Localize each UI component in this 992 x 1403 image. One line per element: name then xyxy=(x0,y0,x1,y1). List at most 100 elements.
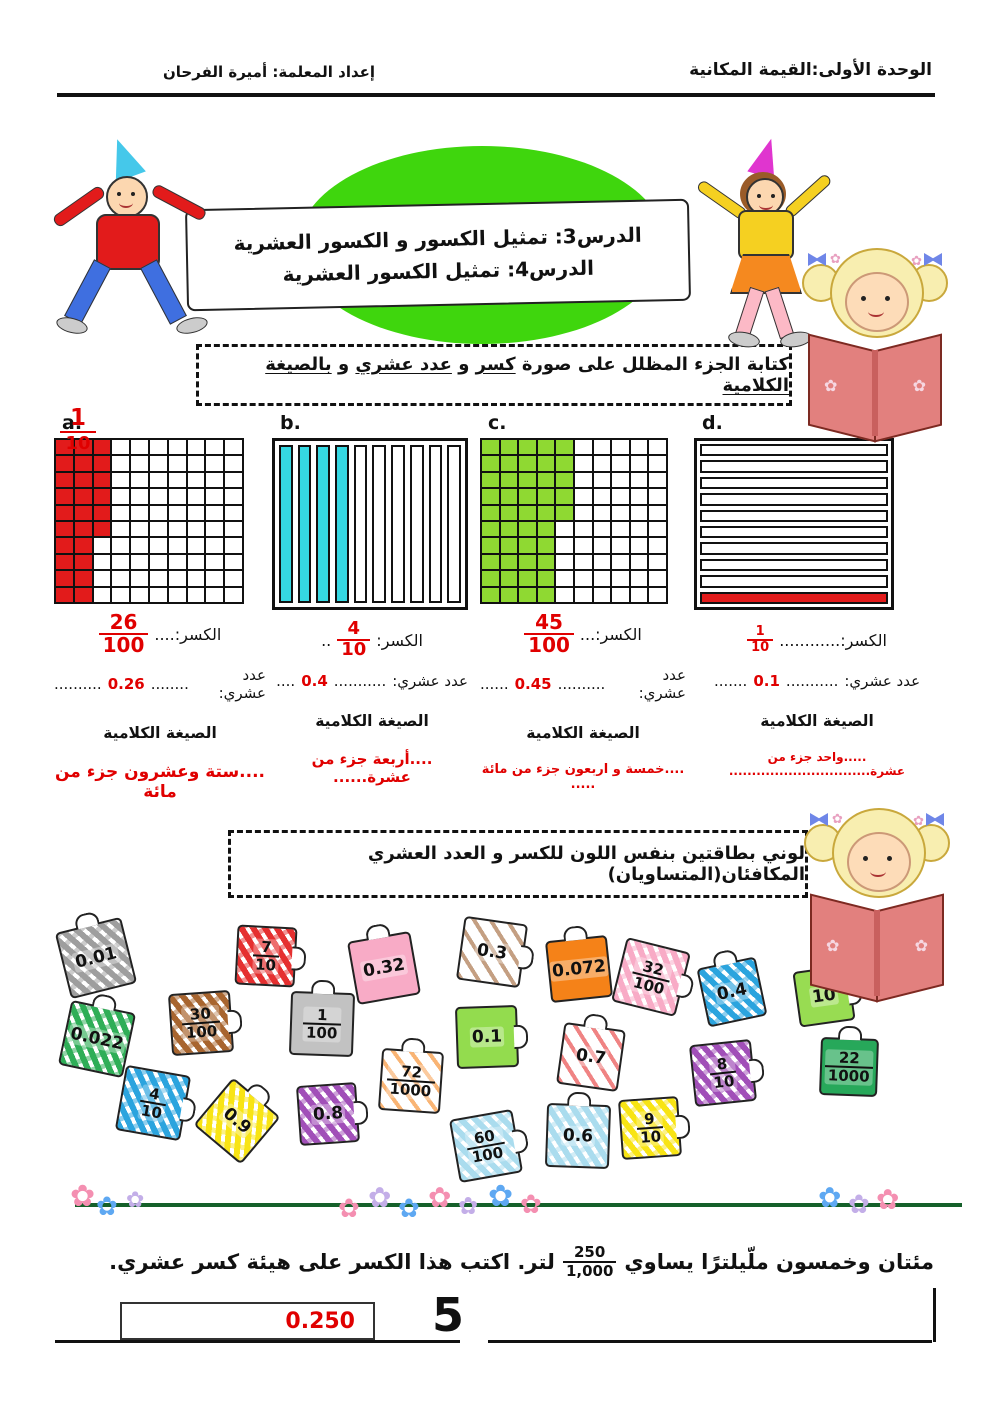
grid-cell xyxy=(112,440,130,455)
grid-cell xyxy=(112,472,130,488)
hair-bow-icon xyxy=(926,813,944,826)
puzzle-piece-4-10[interactable]: 4 10 xyxy=(114,1064,198,1142)
grid-cell xyxy=(74,505,92,520)
decimal-answer-row[interactable]: عدد عشري:.......... 0.45...... xyxy=(480,666,686,702)
instruction-text: و xyxy=(331,354,356,375)
grid-cell xyxy=(612,456,629,471)
tenths-strips-horizontal xyxy=(694,438,894,610)
grid-cell xyxy=(575,554,592,570)
piece-fraction-denominator: 100 xyxy=(628,971,670,999)
puzzle-tab xyxy=(311,979,336,995)
puzzle-piece-9-10[interactable]: 9 10 xyxy=(617,1095,691,1161)
grid-cell xyxy=(131,472,148,488)
grid-cell xyxy=(537,554,555,570)
puzzle-piece-04[interactable]: 0.4 xyxy=(696,948,768,1028)
puzzle-piece-08[interactable]: 0.8 xyxy=(295,1081,369,1147)
puzzle-piece-1-100[interactable]: 1 100 xyxy=(288,979,356,1058)
flower-icon: ✿ xyxy=(876,1183,900,1216)
grid-cell xyxy=(149,440,167,455)
puzzle-piece-001[interactable]: 0.01 xyxy=(54,910,138,1000)
grid-cell xyxy=(630,571,648,586)
puzzle-piece-0022[interactable]: 0.022 xyxy=(57,992,137,1079)
word-form-answer[interactable]: ....ستة وعشرون جزء من مائة xyxy=(54,762,266,802)
hair-bow-icon xyxy=(810,813,828,826)
grid-cell xyxy=(556,587,573,602)
eye xyxy=(117,192,121,196)
word-form-answer[interactable]: ....أربعة جزء من عشرة...... xyxy=(311,750,433,786)
word-form-label: الصيغة الكلامية xyxy=(526,724,640,742)
grid-cell xyxy=(649,587,666,602)
decimal-answer-row[interactable]: عدد عشري:........... 0.4.... xyxy=(272,672,472,690)
puzzle-piece-06[interactable]: 0.6 xyxy=(544,1091,612,1170)
girl-shirt xyxy=(738,210,794,260)
grid-cell xyxy=(93,554,111,570)
grid-cell xyxy=(131,505,148,520)
grid-cell xyxy=(56,472,73,488)
grid-cell xyxy=(149,505,167,520)
girl-face xyxy=(746,178,784,216)
grid-cell xyxy=(93,505,111,520)
puzzle-piece-09[interactable]: 0.9 xyxy=(193,1077,281,1165)
decimal-answer-row[interactable]: عدد عشري:........... 0.1....... xyxy=(694,672,940,690)
grid-cell xyxy=(93,587,111,602)
open-book-icon: ✿ ✿ xyxy=(810,893,944,1003)
fraction-denominator: 10 xyxy=(747,639,774,655)
grid-cell xyxy=(149,521,167,537)
fraction-answer-row[interactable]: الكسر:... 45 100 xyxy=(480,610,686,658)
grid-letter-label: c. xyxy=(488,412,507,434)
grid-cell xyxy=(482,505,499,520)
fraction-value: 1 10 xyxy=(747,625,774,655)
grid-cell xyxy=(575,505,592,520)
grid-cell xyxy=(93,440,111,455)
piece-fraction: 60 100 xyxy=(464,1125,508,1167)
grid-cell xyxy=(206,521,224,537)
puzzle-piece-0072[interactable]: 0.072 xyxy=(544,924,614,1004)
puzzle-piece-032[interactable]: 0.32 xyxy=(346,922,422,1006)
grid-cell xyxy=(575,456,592,471)
flower-icon: ✿ xyxy=(520,1190,542,1220)
grid-cell xyxy=(593,587,611,602)
strip-cell xyxy=(700,525,888,539)
grid-cell xyxy=(206,440,224,455)
grid-cell xyxy=(482,521,499,537)
puzzle-piece-03[interactable]: 0.3 xyxy=(455,915,536,989)
book-cover xyxy=(874,333,942,443)
grid-cell xyxy=(225,587,242,602)
word-form-answer[interactable]: .....واحد جزء من عشرة...................… xyxy=(728,750,906,778)
grid-cell xyxy=(500,521,518,537)
puzzle-piece-8-10[interactable]: 8 10 xyxy=(688,1038,766,1108)
fraction-answer-row[interactable]: الكسر:.... 26 100 xyxy=(54,610,266,658)
grid-letter-label: b. xyxy=(280,412,301,434)
grid-cell xyxy=(593,489,611,504)
puzzle-tab xyxy=(837,1025,863,1041)
strip-cell xyxy=(700,460,888,473)
puzzle-piece-7-10[interactable]: 7 10 xyxy=(234,924,307,988)
fraction-denominator: 1,000 xyxy=(562,1260,617,1280)
answer-value: 0.250 xyxy=(285,1308,355,1334)
grid-cell xyxy=(187,456,205,471)
puzzle-piece-22-1000[interactable]: 22 1000 xyxy=(819,1025,879,1097)
grid-cell xyxy=(500,505,518,520)
puzzle-piece-32-100[interactable]: 32 100 xyxy=(610,936,696,1018)
piece-fraction-numerator: 4 xyxy=(147,1083,162,1104)
grid-cell xyxy=(537,456,555,471)
puzzle-piece-01[interactable]: 0.1 xyxy=(454,1004,529,1070)
fraction-numerator: 45 xyxy=(535,610,563,634)
instruction-underlined-term: كسر xyxy=(475,354,516,375)
grid-cell xyxy=(612,554,629,570)
answer-box[interactable]: 0.250 xyxy=(120,1302,375,1340)
decimal-answer-row[interactable]: عدد عشري:........ 0.26.......... xyxy=(54,666,266,702)
puzzle-piece-72-1000[interactable]: 72 1000 xyxy=(377,1037,445,1115)
fraction-answer-row[interactable]: الكسر:............ 1 10 xyxy=(694,616,940,664)
word-form-answer[interactable]: ....خمسة و اربعون جزء من مائة ..... xyxy=(481,762,685,792)
puzzle-piece-07[interactable]: 0.7 xyxy=(555,1012,627,1093)
puzzle-piece-30-100[interactable]: 30 100 xyxy=(167,989,243,1057)
fraction-answer-row[interactable]: الكسر: 4 10.. xyxy=(272,616,472,664)
dotted-blank: ........... xyxy=(785,672,839,690)
dotted-blank: .... xyxy=(276,672,296,690)
grid-cell xyxy=(225,472,242,488)
grid-cell xyxy=(593,505,611,520)
grid-cell xyxy=(649,489,666,504)
piece-fraction: 8 10 xyxy=(707,1054,739,1092)
puzzle-piece-60-100[interactable]: 60 100 xyxy=(448,1108,530,1184)
